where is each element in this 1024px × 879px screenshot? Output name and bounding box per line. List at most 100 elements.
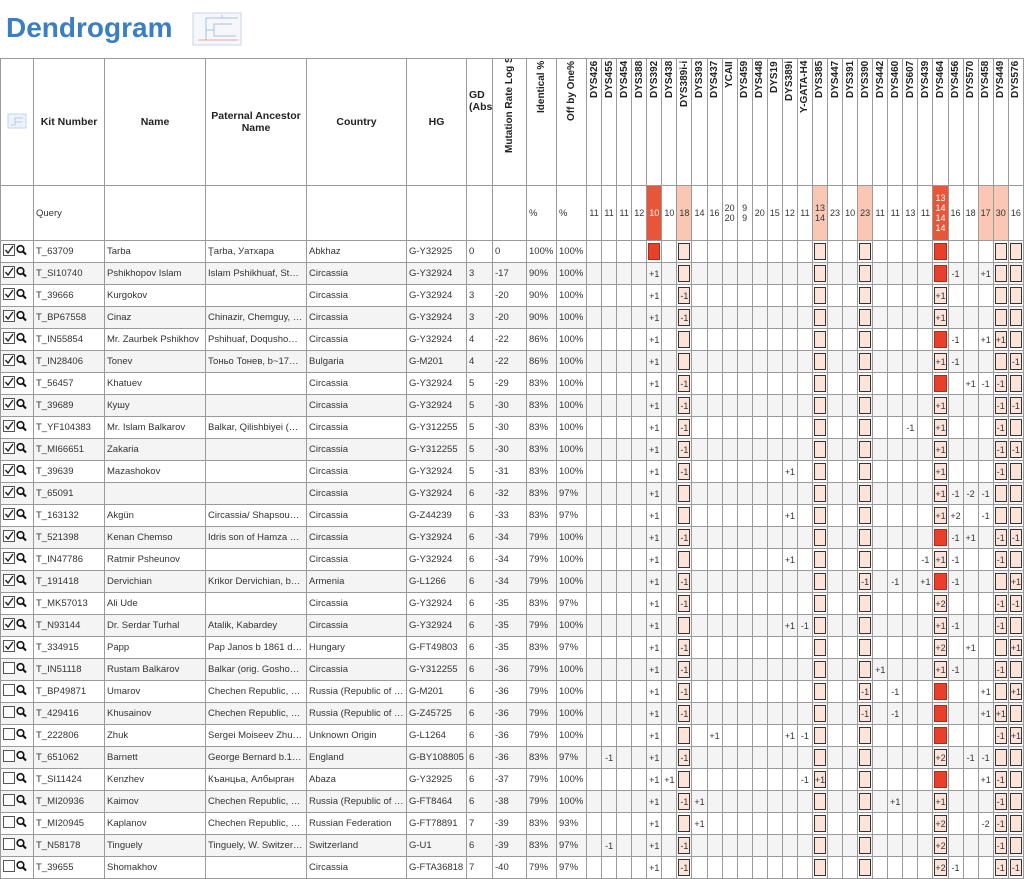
marker-diff (962, 416, 979, 439)
cell: 3 (466, 306, 493, 329)
checkbox-and-search[interactable] (2, 594, 30, 610)
checkbox-and-search[interactable] (2, 858, 30, 874)
checkbox-and-search[interactable] (2, 352, 30, 368)
column-header-text: Off by One% (566, 61, 577, 122)
checkbox-and-search[interactable] (2, 726, 30, 742)
marker-diff (631, 548, 648, 571)
marker-header-text: DYS437 (709, 61, 721, 99)
cell: -36 (492, 702, 527, 725)
checkbox-and-search[interactable] (2, 616, 30, 632)
checkbox-and-search[interactable] (2, 660, 30, 676)
marker-diff (917, 482, 934, 505)
checkbox-and-search[interactable] (2, 814, 30, 830)
result-row: T_39666 Kurgokov Circassia G-Y32924 3 -20 90% 1… (0, 284, 1024, 307)
marker-diff: -1 (676, 416, 693, 439)
marker-value-line: 14 (935, 223, 946, 233)
marker-diff (631, 592, 648, 615)
checkbox-and-search[interactable] (2, 572, 30, 588)
marker-header: DYS437 (706, 58, 723, 186)
cell: 79% (526, 548, 557, 571)
diff-value: +1 (935, 796, 946, 807)
marker-box (1009, 573, 1022, 590)
marker-diff (1007, 240, 1024, 263)
marker-diff (917, 746, 934, 769)
checkbox-and-search[interactable] (2, 792, 30, 808)
marker-diff (992, 746, 1009, 769)
checkbox-and-search[interactable] (2, 264, 30, 280)
column-header: GD (Abs) (466, 58, 493, 186)
cell: -35 (492, 592, 527, 615)
checkbox-and-search[interactable] (2, 682, 30, 698)
marker-diff (811, 504, 829, 527)
checkbox-and-search[interactable] (2, 550, 30, 566)
checkbox-and-search[interactable] (2, 286, 30, 302)
checkbox-and-search[interactable] (2, 308, 30, 324)
cell: Circassia (306, 328, 407, 351)
diff-value: +1 (935, 620, 946, 631)
marker-box (678, 771, 691, 788)
checkbox-and-search[interactable] (2, 440, 30, 456)
marker-diff (676, 240, 693, 263)
diff-value: +2 (935, 862, 946, 873)
marker-diff (947, 636, 964, 659)
marker-box (678, 485, 691, 502)
checkbox-and-search[interactable] (2, 748, 30, 764)
marker-diff (857, 548, 874, 571)
cell: 6 (466, 658, 493, 681)
marker-diff (962, 240, 979, 263)
checkbox-and-search[interactable] (2, 374, 30, 390)
checkbox-and-search[interactable] (2, 506, 30, 522)
cell (205, 438, 307, 461)
select-cell (0, 548, 34, 571)
marker-value: 23 (857, 185, 874, 241)
marker-diff (842, 548, 859, 571)
marker-box (813, 309, 826, 326)
checkbox-and-search[interactable] (2, 770, 30, 786)
cell: T_163132 (33, 504, 105, 527)
marker-box (934, 265, 947, 282)
column-header-text: Mutation Rate Log Sum (504, 58, 515, 154)
marker-header: DYS456 (947, 58, 964, 186)
checkbox-and-search[interactable] (2, 484, 30, 500)
marker-diff (616, 658, 633, 681)
select-cell (0, 768, 34, 791)
marker-diff (661, 240, 678, 263)
marker-diff (917, 680, 934, 703)
marker-diff (781, 570, 798, 593)
checkbox-and-search[interactable] (2, 704, 30, 720)
checkbox-and-search[interactable] (2, 638, 30, 654)
diff-value: +1 (814, 774, 826, 785)
header-row: Kit Number Name Paternal Ancestor Name Coun… (0, 58, 1024, 186)
marker-diff (751, 614, 768, 637)
marker-diff (736, 350, 753, 373)
marker-diff (766, 592, 783, 615)
marker-diff (977, 284, 994, 307)
select-cell (0, 746, 34, 769)
dendrogram-icon[interactable] (192, 12, 242, 46)
cell (205, 460, 307, 483)
cell: 79% (526, 680, 557, 703)
checkbox-and-search[interactable] (2, 462, 30, 478)
marker-diff (902, 240, 919, 263)
checkbox-and-search[interactable] (2, 836, 30, 852)
checkbox-and-search[interactable] (2, 418, 30, 434)
marker-diff (962, 768, 979, 791)
marker-diff (585, 262, 603, 285)
marker-diff: -1 (947, 482, 964, 505)
checkbox-and-search[interactable] (2, 242, 30, 258)
marker-header-text: Y-GATA-H4 (799, 61, 811, 114)
checkbox-and-search[interactable] (2, 330, 30, 346)
cell: 79% (526, 724, 557, 747)
cell: 5 (466, 394, 493, 417)
marker-box (994, 705, 1007, 722)
checkbox-and-search[interactable] (2, 396, 30, 412)
marker-diff (766, 790, 783, 813)
cell: % (526, 185, 557, 241)
checkbox-and-search[interactable] (2, 528, 30, 544)
marker-diff (992, 680, 1009, 703)
cell: Zhuk (104, 724, 206, 747)
cell: G-Y32924 (406, 526, 467, 549)
cell: Sergei Moiseev Zhu… (205, 724, 307, 747)
marker-diff (601, 570, 618, 593)
marker-box (1009, 639, 1022, 656)
